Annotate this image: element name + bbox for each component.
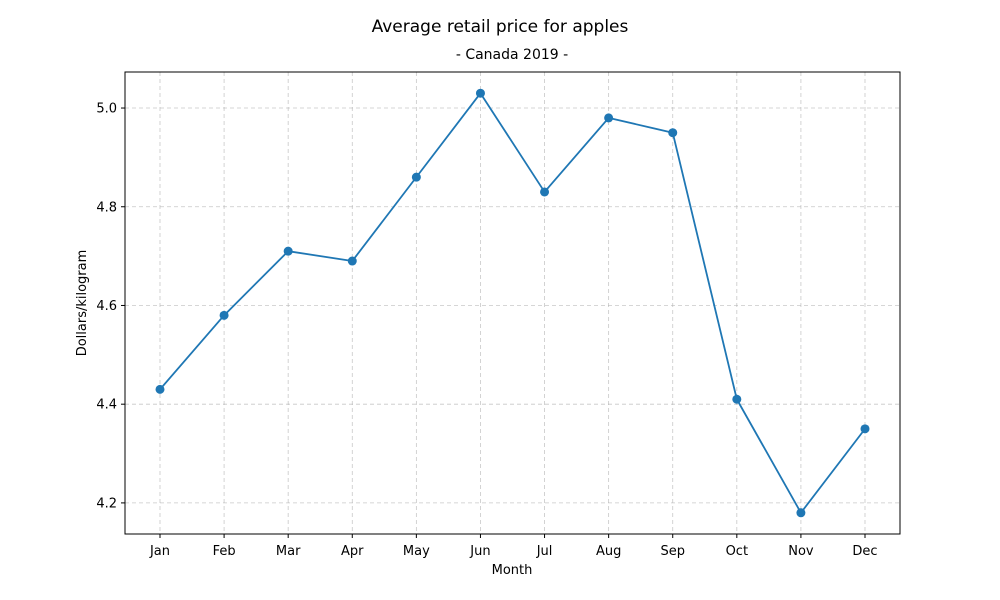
x-tick-label: Nov bbox=[788, 544, 814, 559]
x-tick-label: Jun bbox=[469, 544, 490, 559]
data-point-aug bbox=[604, 113, 614, 123]
x-tick-label: Jul bbox=[536, 544, 553, 559]
series-line bbox=[159, 92, 866, 514]
x-tick-label: Mar bbox=[276, 544, 301, 559]
x-tick-label: Jan bbox=[149, 544, 170, 559]
grid-layer bbox=[125, 72, 900, 534]
y-tick-label: 4.4 bbox=[96, 398, 117, 413]
plot-area-frame bbox=[124, 71, 901, 535]
x-axis: Jan Feb Mar Apr May Jun Jul Aug Sep Oct Nov Dec bbox=[149, 534, 878, 559]
series-layer bbox=[155, 88, 870, 518]
y-axis-label: Dollars/kilogram bbox=[75, 250, 90, 357]
x-tick-label: Apr bbox=[341, 544, 364, 559]
x-axis-label: Month bbox=[492, 563, 533, 578]
y-axis: 4.2 4.4 4.6 4.8 5.0 bbox=[96, 102, 125, 511]
x-tick-label: Feb bbox=[213, 544, 236, 559]
x-tick-label: Oct bbox=[726, 544, 748, 559]
y-tick-label: 4.2 bbox=[96, 496, 117, 511]
data-point-feb bbox=[219, 310, 229, 320]
y-tick-label: 5.0 bbox=[96, 102, 117, 117]
data-point-sep bbox=[668, 128, 678, 138]
x-tick-label: Sep bbox=[660, 544, 685, 559]
data-point-jun bbox=[475, 88, 485, 98]
data-point-mar bbox=[283, 246, 293, 256]
x-tick-label: Dec bbox=[852, 544, 877, 559]
y-tick-label: 4.6 bbox=[96, 299, 117, 314]
x-tick-label: May bbox=[403, 544, 430, 559]
data-point-nov bbox=[796, 508, 806, 518]
data-point-may bbox=[411, 172, 421, 182]
data-point-jan bbox=[155, 384, 165, 394]
data-point-apr bbox=[347, 256, 357, 266]
data-point-dec bbox=[860, 424, 870, 434]
chart-title: Average retail price for apples bbox=[372, 17, 629, 37]
x-tick-label: Aug bbox=[596, 544, 621, 559]
data-point-oct bbox=[732, 394, 742, 404]
data-point-jul bbox=[540, 187, 550, 197]
chart-subtitle: - Canada 2019 - bbox=[456, 47, 568, 63]
y-tick-label: 4.8 bbox=[96, 200, 117, 215]
